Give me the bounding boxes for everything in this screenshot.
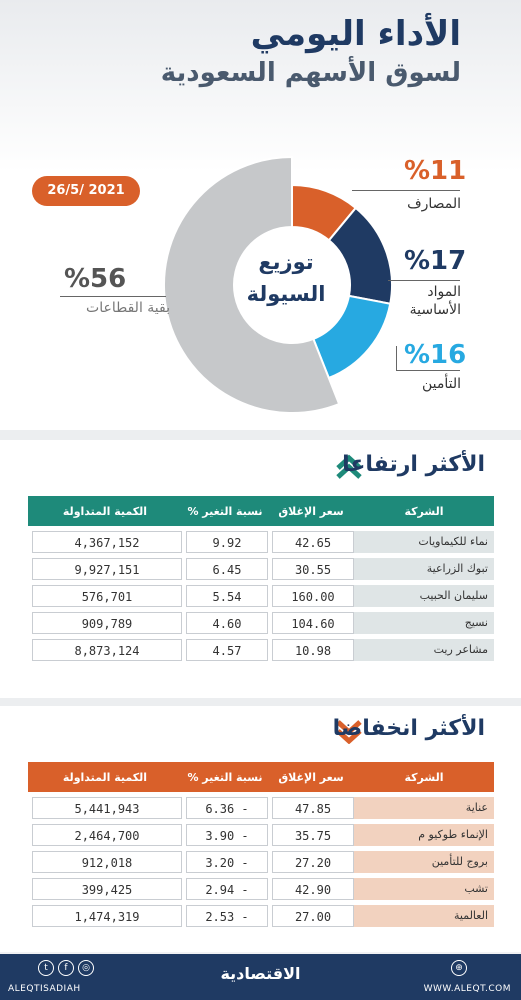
slice-insurance-label: التأمين <box>421 376 461 392</box>
volume-cell: 4,367,152 <box>32 531 182 553</box>
company-name-cell: سليمان الحبيب <box>354 585 494 607</box>
company-name-cell: مشاعر ريت <box>354 639 494 661</box>
slice-banks-value: %11 <box>404 156 467 186</box>
volume-cell: 399,425 <box>32 878 182 900</box>
volume-cell: 576,701 <box>32 585 182 607</box>
change-percent-cell: 5.54 <box>186 585 268 607</box>
col-change: نسبة التغير % <box>187 770 263 784</box>
volume-cell: 9,927,151 <box>32 558 182 580</box>
col-volume: الكمية المتداولة <box>62 770 148 784</box>
losers-table-header: الشركة سعر الإغلاق نسبة التغير % الكمية … <box>28 762 494 792</box>
slice-banks-label: المصارف <box>407 196 461 212</box>
volume-cell: 909,789 <box>32 612 182 634</box>
change-percent-cell: 9.92 <box>186 531 268 553</box>
company-name-cell: عناية <box>354 797 494 819</box>
social-icons: t f ◎ <box>38 960 94 976</box>
close-price-cell: 30.55 <box>272 558 354 580</box>
table-row: نسيج 104.60 4.60 909,789 <box>28 612 494 634</box>
gainers-title: الأكثر ارتفاعا <box>342 452 485 477</box>
slice-others-value: %56 <box>64 264 127 294</box>
col-close: سعر الإغلاق <box>278 504 344 518</box>
donut-center-title: توزيع السيولة <box>246 250 326 306</box>
col-volume: الكمية المتداولة <box>62 504 148 518</box>
volume-cell: 1,474,319 <box>32 905 182 927</box>
page-subtitle: لسوق الأسهم السعودية <box>160 58 461 88</box>
table-row: تشب 42.90 2.94 -399,425 <box>28 878 494 900</box>
change-percent-cell: 2.53 - <box>186 905 268 927</box>
close-price-cell: 160.00 <box>272 585 354 607</box>
losers-table: الشركة سعر الإغلاق نسبة التغير % الكمية … <box>28 762 494 927</box>
table-row: عناية 47.85 6.36 -5,441,943 <box>28 797 494 819</box>
up-arrow-icon <box>336 454 362 479</box>
col-company: الشركة <box>404 504 444 518</box>
company-name-cell: نماء للكيماويات <box>354 531 494 553</box>
close-price-cell: 42.90 <box>272 878 354 900</box>
table-row: سليمان الحبيب 160.00 5.54 576,701 <box>28 585 494 607</box>
social-handle[interactable]: ALEQTISADIAH <box>8 984 81 994</box>
table-row: مشاعر ريت 10.98 4.57 8,873,124 <box>28 639 494 661</box>
company-name-cell: بروج للتأمين <box>354 851 494 873</box>
table-row: تبوك الزراعية 30.55 6.45 9,927,151 <box>28 558 494 580</box>
volume-cell: 2,464,700 <box>32 824 182 846</box>
facebook-icon[interactable]: f <box>58 960 74 976</box>
leader-line <box>396 370 460 371</box>
volume-cell: 5,441,943 <box>32 797 182 819</box>
company-name-cell: الإنماء طوكيو م <box>354 824 494 846</box>
col-change: نسبة التغير % <box>187 504 263 518</box>
table-row: بروج للتأمين 27.20 3.20 -912,018 <box>28 851 494 873</box>
gainers-table: الشركة سعر الإغلاق نسبة التغير % الكمية … <box>28 496 494 661</box>
down-arrow-icon <box>336 720 362 744</box>
close-price-cell: 27.00 <box>272 905 354 927</box>
company-name-cell: تبوك الزراعية <box>354 558 494 580</box>
gainers-rows: نماء للكيماويات 42.65 9.92 4,367,152 تبوك ال… <box>28 531 494 661</box>
volume-cell: 8,873,124 <box>32 639 182 661</box>
close-price-cell: 47.85 <box>272 797 354 819</box>
change-percent-cell: 6.45 <box>186 558 268 580</box>
leader-line <box>396 346 397 370</box>
brand-logo: الاقتصادية <box>220 964 301 983</box>
table-row: نماء للكيماويات 42.65 9.92 4,367,152 <box>28 531 494 553</box>
close-price-cell: 10.98 <box>272 639 354 661</box>
gainers-table-header: الشركة سعر الإغلاق نسبة التغير % الكمية … <box>28 496 494 526</box>
instagram-icon[interactable]: ◎ <box>78 960 94 976</box>
losers-title: الأكثر انخفاضا <box>332 716 485 741</box>
col-close: سعر الإغلاق <box>278 770 344 784</box>
close-price-cell: 104.60 <box>272 612 354 634</box>
change-percent-cell: 3.90 - <box>186 824 268 846</box>
volume-cell: 912,018 <box>32 851 182 873</box>
losers-rows: عناية 47.85 6.36 -5,441,943 الإنماء طوكيو م… <box>28 797 494 927</box>
col-company: الشركة <box>404 770 444 784</box>
leader-line <box>388 280 460 281</box>
page-title: الأداء اليومي <box>250 14 461 54</box>
footer: t f ◎ ALEQTISADIAH الاقتصادية ⊕ WWW.ALEQ… <box>0 954 521 1000</box>
website-link[interactable]: WWW.ALEQT.COM <box>423 984 511 994</box>
change-percent-cell: 4.60 <box>186 612 268 634</box>
table-row: العالمية 27.00 2.53 -1,474,319 <box>28 905 494 927</box>
liquidity-donut-chart <box>163 155 393 414</box>
slice-others-label: بقية القطاعات <box>86 300 170 316</box>
leader-line <box>60 296 166 297</box>
donut-hole <box>234 227 350 343</box>
company-name-cell: تشب <box>354 878 494 900</box>
leader-line <box>352 190 460 191</box>
close-price-cell: 42.65 <box>272 531 354 553</box>
date-badge: 26/5/ 2021 <box>32 176 140 206</box>
globe-icon: ⊕ <box>451 960 467 976</box>
close-price-cell: 35.75 <box>272 824 354 846</box>
change-percent-cell: 4.57 <box>186 639 268 661</box>
slice-materials-label-2: الأساسية <box>409 302 461 318</box>
company-name-cell: نسيج <box>354 612 494 634</box>
change-percent-cell: 2.94 - <box>186 878 268 900</box>
slice-materials-label-1: المواد <box>427 284 461 300</box>
close-price-cell: 27.20 <box>272 851 354 873</box>
slice-materials-value: %17 <box>404 246 467 276</box>
slice-insurance-value: %16 <box>404 340 467 370</box>
twitter-icon[interactable]: t <box>38 960 54 976</box>
change-percent-cell: 6.36 - <box>186 797 268 819</box>
table-row: الإنماء طوكيو م 35.75 3.90 -2,464,700 <box>28 824 494 846</box>
company-name-cell: العالمية <box>354 905 494 927</box>
change-percent-cell: 3.20 - <box>186 851 268 873</box>
